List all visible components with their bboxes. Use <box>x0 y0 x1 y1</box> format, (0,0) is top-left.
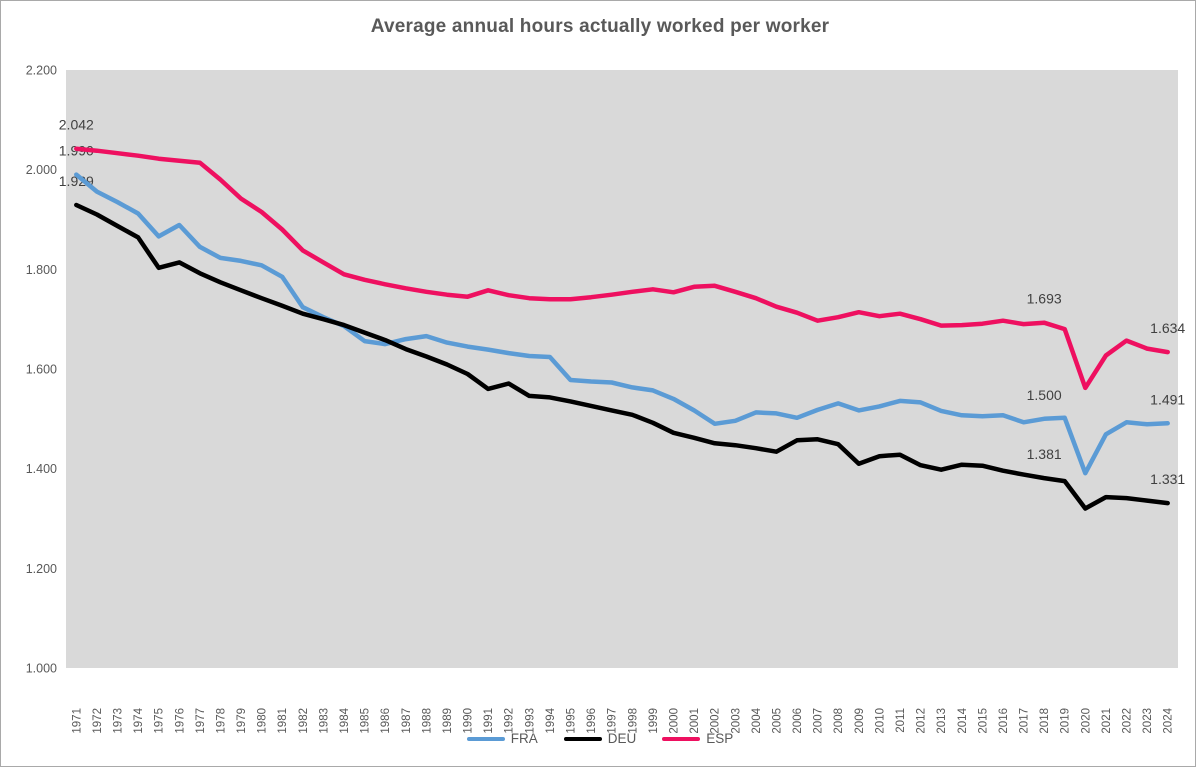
legend-label-fra: FRA <box>510 731 538 746</box>
x-axis-tick-label: 1974 <box>133 707 145 733</box>
x-axis-tick-label: 1990 <box>463 708 475 734</box>
x-axis-tick-label: 2007 <box>813 708 825 734</box>
x-axis-tick-label: 2022 <box>1122 708 1134 734</box>
x-axis-tick-label: 2011 <box>895 708 907 733</box>
x-axis-tick-label: 1996 <box>586 708 598 734</box>
legend-item-deu[interactable]: DEU <box>563 731 637 746</box>
series-line-fra[interactable] <box>74 172 1170 476</box>
x-axis-tick-label: 1978 <box>215 708 227 734</box>
x-axis-tick-label: 1997 <box>607 708 619 734</box>
x-axis-tick-label: 1972 <box>92 708 104 734</box>
x-axis-tick-label: 1980 <box>257 708 269 734</box>
x-axis-tick-label: 1994 <box>545 707 557 733</box>
x-axis-tick-label: 1986 <box>380 708 392 734</box>
data-label-deu-2024: 1.331 <box>1150 471 1185 487</box>
data-label-esp-2018: 1.693 <box>1027 291 1062 307</box>
x-axis-tick-label: 1983 <box>318 708 330 734</box>
x-axis-tick-label: 2012 <box>916 708 928 734</box>
y-axis-tick-label: 1.400 <box>26 462 57 476</box>
data-label-deu-1971: 1.929 <box>59 173 94 189</box>
x-axis-tick-label: 2000 <box>668 708 680 734</box>
x-axis-tick-label: 1985 <box>360 708 372 734</box>
x-axis-tick-label: 2024 <box>1163 707 1175 733</box>
x-axis-tick-label: 2002 <box>710 708 722 734</box>
chart-title: Average annual hours actually worked per… <box>370 16 830 37</box>
x-axis-tick-label: 2003 <box>730 708 742 734</box>
data-label-deu-2018: 1.381 <box>1027 446 1062 462</box>
legend-swatch-fra <box>466 736 505 741</box>
legend-label-deu: DEU <box>607 731 637 746</box>
data-label-esp-2024: 1.634 <box>1150 320 1185 336</box>
x-axis-tick-label: 1991 <box>483 708 495 734</box>
x-axis-tick-label: 2006 <box>792 708 804 734</box>
x-axis-tick-label: 1992 <box>504 708 516 734</box>
x-axis-tick-label: 1995 <box>566 708 578 734</box>
legend-swatch-deu <box>563 736 602 741</box>
x-axis-tick-label: 1976 <box>174 708 186 734</box>
y-axis-tick-label: 1.000 <box>26 662 57 676</box>
x-axis-tick-label: 1973 <box>112 708 124 734</box>
x-axis-tick-label: 2017 <box>1019 708 1031 734</box>
y-axis-tick-label: 2.200 <box>26 64 57 78</box>
x-axis-tick-label: 1999 <box>648 708 660 734</box>
x-axis-tick-label: 2023 <box>1142 708 1154 734</box>
x-axis-tick-label: 1989 <box>442 708 454 734</box>
series-line-esp[interactable] <box>74 146 1170 391</box>
plot-area <box>66 70 1178 668</box>
y-axis-tick-label: 1.200 <box>26 562 57 576</box>
x-axis-tick-label: 2010 <box>874 708 886 734</box>
y-axis-tick-label: 1.800 <box>26 263 57 277</box>
data-label-fra-2024: 1.491 <box>1150 391 1185 407</box>
x-axis-tick-label: 2019 <box>1060 708 1072 734</box>
x-axis-tick-label: 1977 <box>195 708 207 734</box>
x-axis-tick-label: 1982 <box>298 708 310 734</box>
legend-label-esp: ESP <box>706 731 734 746</box>
y-axis-tick-label: 2.000 <box>26 163 57 177</box>
x-axis-tick-label: 2009 <box>854 708 866 734</box>
y-axis-tick-label: 1.600 <box>26 363 57 377</box>
series-line-deu[interactable] <box>74 202 1170 511</box>
x-axis-tick-label: 2004 <box>751 707 763 733</box>
data-label-fra-2018: 1.500 <box>1027 387 1062 403</box>
x-axis-tick-label: 2008 <box>833 708 845 734</box>
x-axis-tick-label: 1988 <box>421 708 433 734</box>
x-axis-tick-label: 1975 <box>154 708 166 734</box>
legend-item-esp[interactable]: ESP <box>662 731 733 746</box>
x-axis-tick-label: 1987 <box>401 708 413 734</box>
x-axis-tick-label: 2020 <box>1080 708 1092 734</box>
x-axis-tick-label: 1993 <box>524 708 536 734</box>
legend-swatch-esp <box>662 736 701 741</box>
x-axis-tick-label: 1984 <box>339 707 351 733</box>
x-axis-tick-label: 2015 <box>977 708 989 734</box>
legend-item-fra[interactable]: FRA <box>466 731 538 746</box>
x-axis-tick-label: 2021 <box>1101 708 1113 734</box>
chart-legend: FRA DEU ESP <box>0 731 1200 746</box>
data-label-esp-1971: 2.042 <box>59 117 94 133</box>
x-axis-tick-label: 2001 <box>689 708 701 734</box>
x-axis-tick-label: 2005 <box>771 708 783 734</box>
x-axis-tick-label: 2018 <box>1039 708 1051 734</box>
x-axis-tick-label: 2016 <box>998 708 1010 734</box>
x-axis-tick-label: 2013 <box>936 708 948 734</box>
x-axis-tick-label: 1971 <box>71 708 83 734</box>
x-axis-tick-label: 2014 <box>957 707 969 733</box>
x-axis-tick-label: 1981 <box>277 708 289 734</box>
x-axis-tick-label: 1998 <box>627 708 639 734</box>
x-axis-tick-label: 1979 <box>236 708 248 734</box>
